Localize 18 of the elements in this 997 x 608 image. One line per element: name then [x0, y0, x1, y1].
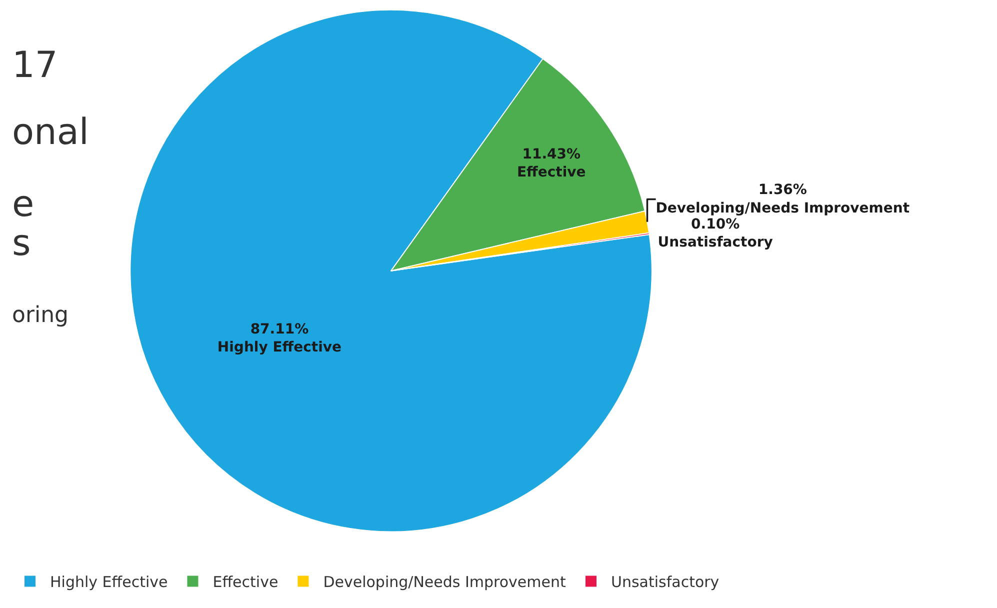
legend-label: Unsatisfactory [610, 573, 720, 592]
text: s [12, 223, 31, 264]
slice-label: Highly Effective [217, 340, 342, 356]
data-label: 1.36% [758, 182, 807, 198]
slice-label: Unsatisfactory [658, 234, 773, 250]
text: oring [12, 303, 69, 328]
text: onal [12, 112, 89, 153]
legend-label: Effective [212, 573, 278, 592]
data-label: 0.10% [691, 216, 740, 232]
data-label: 87.11% [250, 321, 309, 338]
legend-label: Developing/Needs Improvement [323, 573, 566, 592]
data-label: 11.43% [522, 146, 581, 162]
text: 17 [12, 45, 58, 86]
pie-slice [130, 10, 652, 532]
text: e [12, 184, 34, 225]
legend-label: Highly Effective [50, 573, 168, 592]
slice-label: Developing/Needs Improvement [656, 200, 910, 216]
slice-label: Effective [516, 164, 586, 180]
